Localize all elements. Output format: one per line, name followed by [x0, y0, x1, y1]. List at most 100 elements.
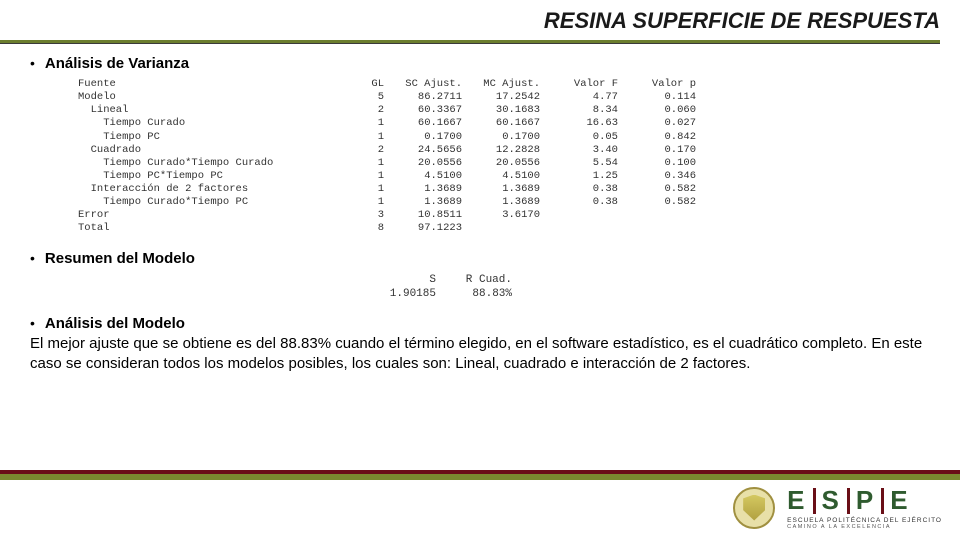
anova-cell: 0.1700 [462, 131, 540, 144]
anova-cell: 4.5100 [462, 170, 540, 183]
anova-cell: 2 [338, 144, 384, 157]
espe-separator [881, 488, 884, 514]
anova-row: Modelo586.271117.25424.770.114 [78, 91, 940, 104]
espe-text-block: E S P E ESCUELA POLITÉCNICA DEL EJÉRCITO… [787, 485, 942, 530]
anova-h-mc: MC Ajust. [462, 78, 540, 91]
summary-label: Resumen del Modelo [45, 250, 195, 267]
anova-cell: 0.05 [540, 131, 618, 144]
footer-stripe [0, 470, 960, 480]
anova-cell [540, 222, 618, 235]
bullet-icon: • [30, 55, 35, 71]
anova-cell: Tiempo PC*Tiempo PC [78, 170, 338, 183]
espe-separator [847, 488, 850, 514]
anova-cell: Error [78, 209, 338, 222]
summary-header-row: S R Cuad. [360, 273, 940, 287]
anova-cell: Lineal [78, 104, 338, 117]
espe-letter: E [890, 485, 909, 516]
anova-cell: 60.1667 [462, 117, 540, 130]
anova-cell: Interacción de 2 factores [78, 183, 338, 196]
anova-cell: 1.3689 [462, 196, 540, 209]
anova-row: Tiempo PC10.17000.17000.050.842 [78, 131, 940, 144]
analysis-paragraph: El mejor ajuste que se obtiene es del 88… [30, 334, 940, 375]
title-underline [0, 38, 940, 44]
anova-cell: 0.842 [618, 131, 696, 144]
anova-cell: Modelo [78, 91, 338, 104]
anova-cell: 1.3689 [462, 183, 540, 196]
anova-cell: 97.1223 [384, 222, 462, 235]
anova-cell: 0.170 [618, 144, 696, 157]
anova-cell: Tiempo PC [78, 131, 338, 144]
anova-row: Lineal260.336730.16838.340.060 [78, 104, 940, 117]
anova-cell: 0.1700 [384, 131, 462, 144]
espe-letters: E S P E [787, 485, 942, 516]
espe-subtitle-1: ESCUELA POLITÉCNICA DEL EJÉRCITO [787, 517, 942, 524]
bullet-icon: • [30, 250, 35, 266]
anova-cell: 0.346 [618, 170, 696, 183]
anova-cell: 8.34 [540, 104, 618, 117]
section-anova-heading: • Análisis de Varianza [30, 55, 940, 72]
anova-cell: 3 [338, 209, 384, 222]
anova-cell: 20.0556 [384, 157, 462, 170]
anova-cell: 1 [338, 170, 384, 183]
anova-cell: 5 [338, 91, 384, 104]
section-analysis-heading: • Análisis del Modelo [30, 315, 940, 332]
anova-cell: 0.100 [618, 157, 696, 170]
anova-cell: 2 [338, 104, 384, 117]
anova-cell: 1 [338, 183, 384, 196]
anova-cell: Total [78, 222, 338, 235]
anova-cell: 8 [338, 222, 384, 235]
anova-label: Análisis de Varianza [45, 55, 189, 72]
anova-row: Cuadrado224.565612.28283.400.170 [78, 144, 940, 157]
footer-stripe-olive [0, 474, 960, 480]
content-region: • Análisis de Varianza Fuente GL SC Ajus… [30, 55, 940, 375]
anova-h-sc: SC Ajust. [384, 78, 462, 91]
anova-cell: 0.027 [618, 117, 696, 130]
espe-subtitle-2: CAMINO A LA EXCELENCIA [787, 524, 942, 530]
anova-row: Tiempo Curado160.166760.166716.630.027 [78, 117, 940, 130]
anova-cell: 0.582 [618, 183, 696, 196]
anova-cell: 3.40 [540, 144, 618, 157]
anova-cell: 0.38 [540, 183, 618, 196]
anova-cell: 86.2711 [384, 91, 462, 104]
anova-cell: 17.2542 [462, 91, 540, 104]
anova-cell: 4.5100 [384, 170, 462, 183]
section-summary-heading: • Resumen del Modelo [30, 250, 940, 267]
anova-cell: 1 [338, 196, 384, 209]
shield-icon [733, 487, 775, 529]
anova-cell: Tiempo Curado [78, 117, 338, 130]
anova-cell: 4.77 [540, 91, 618, 104]
anova-cell [618, 209, 696, 222]
anova-row: Interacción de 2 factores11.36891.36890.… [78, 183, 940, 196]
anova-row: Tiempo PC*Tiempo PC14.51004.51001.250.34… [78, 170, 940, 183]
anova-cell: 16.63 [540, 117, 618, 130]
anova-table: Fuente GL SC Ajust. MC Ajust. Valor F Va… [78, 78, 940, 236]
anova-cell: 5.54 [540, 157, 618, 170]
anova-cell: 0.38 [540, 196, 618, 209]
anova-h-source: Fuente [78, 78, 338, 91]
anova-cell: 60.1667 [384, 117, 462, 130]
page-title: RESINA SUPERFICIE DE RESPUESTA [0, 8, 940, 34]
summary-table: S R Cuad. 1.90185 88.83% [360, 273, 940, 302]
anova-cell: 1.3689 [384, 196, 462, 209]
anova-cell: 1.3689 [384, 183, 462, 196]
anova-cell: 1 [338, 117, 384, 130]
anova-cell: Tiempo Curado*Tiempo Curado [78, 157, 338, 170]
bullet-icon: • [30, 315, 35, 331]
espe-separator [813, 488, 816, 514]
anova-cell: 30.1683 [462, 104, 540, 117]
anova-cell: 0.060 [618, 104, 696, 117]
anova-header-row: Fuente GL SC Ajust. MC Ajust. Valor F Va… [78, 78, 940, 91]
summary-h-s: S [360, 273, 436, 287]
anova-cell: 0.582 [618, 196, 696, 209]
anova-row: Error310.85113.6170 [78, 209, 940, 222]
anova-cell: 1 [338, 131, 384, 144]
anova-row: Tiempo Curado*Tiempo Curado120.055620.05… [78, 157, 940, 170]
anova-cell: 1 [338, 157, 384, 170]
espe-letter: E [787, 485, 806, 516]
summary-v-s: 1.90185 [360, 287, 436, 301]
analysis-label: Análisis del Modelo [45, 315, 185, 332]
anova-cell: 0.114 [618, 91, 696, 104]
anova-row: Tiempo Curado*Tiempo PC11.36891.36890.38… [78, 196, 940, 209]
anova-cell: Cuadrado [78, 144, 338, 157]
title-bar: RESINA SUPERFICIE DE RESPUESTA [0, 8, 960, 44]
